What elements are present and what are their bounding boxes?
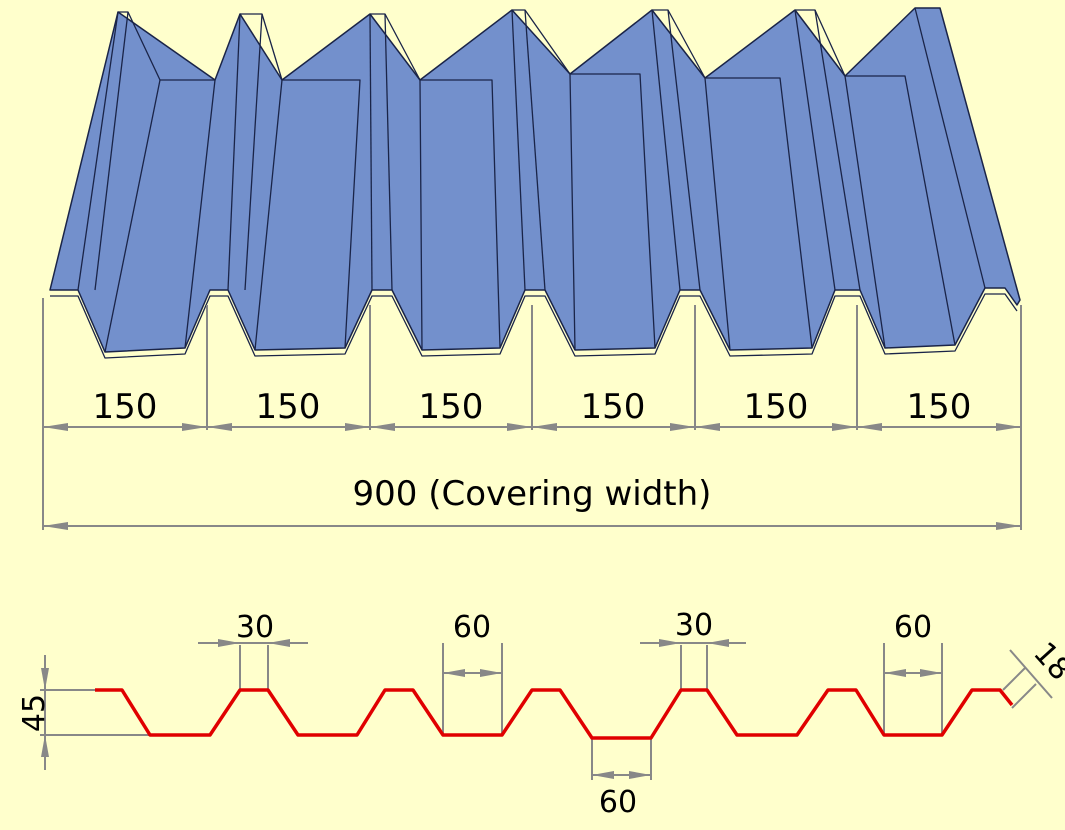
- module-label-4: 150: [581, 387, 646, 427]
- profile-dimension-lines: [40, 642, 1053, 780]
- sheet-body: [49, 7, 1021, 353]
- bottom-pan-label: 60: [599, 785, 637, 820]
- module-label-6: 150: [907, 387, 972, 427]
- module-label-5: 150: [744, 387, 809, 427]
- top-rib-label-3: 30: [675, 608, 713, 643]
- height-label: 45: [17, 694, 52, 732]
- top-rib-label-2: 60: [453, 610, 491, 645]
- top-rib-label-1: 30: [236, 610, 274, 645]
- module-label-2: 150: [256, 387, 321, 427]
- module-label-1: 150: [93, 387, 158, 427]
- covering-width-label: 900 (Covering width): [353, 474, 712, 514]
- edge-label: 18: [1026, 636, 1065, 688]
- profile-section-line: [95, 688, 1014, 740]
- profile-arrows: [41, 639, 942, 779]
- top-rib-label-4: 60: [894, 610, 932, 645]
- module-arrows: [43, 423, 1021, 530]
- module-label-3: 150: [419, 387, 484, 427]
- sheet-3d-view: [49, 7, 1021, 359]
